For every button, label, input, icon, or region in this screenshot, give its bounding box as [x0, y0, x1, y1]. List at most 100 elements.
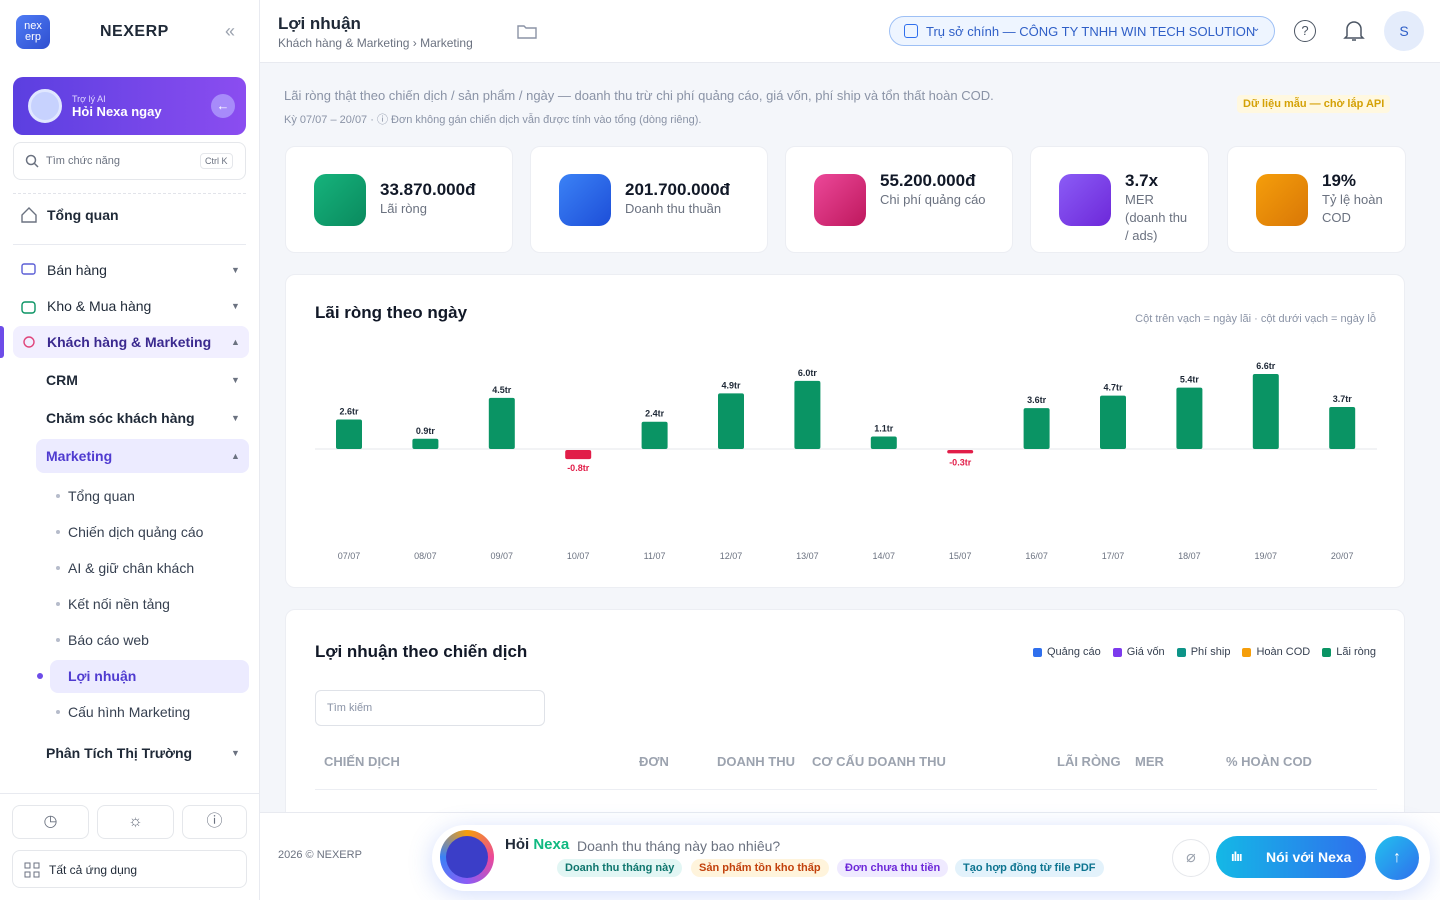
- leaf-item[interactable]: Chiến dịch quảng cáo: [68, 524, 204, 540]
- footer: 2026 © NEXERP Hỏi Nexa Doanh thu tháng n…: [260, 812, 1440, 900]
- leaf-item[interactable]: Kết nối nền tảng: [68, 596, 170, 612]
- bar: [1100, 395, 1126, 449]
- company-name: Trụ sở chính — CÔNG TY TNHH WIN TECH SOL…: [926, 24, 1256, 39]
- kpi-icon: [1256, 174, 1308, 226]
- history-button[interactable]: ◷: [12, 805, 89, 839]
- value-label: 3.7tr: [1333, 394, 1353, 404]
- header: Lợi nhuận Khách hàng & Marketing › Marke…: [260, 0, 1440, 63]
- x-tick-label: 15/07: [949, 551, 972, 561]
- ask-input[interactable]: Doanh thu tháng này bao nhiêu?: [577, 838, 781, 854]
- notification-button[interactable]: [1343, 19, 1365, 43]
- copyright: 2026 © NEXERP: [278, 849, 362, 861]
- submenu-item[interactable]: Phân Tích Thị Trường: [46, 745, 193, 761]
- caret: ▼: [231, 301, 240, 311]
- help-button[interactable]: ?: [1294, 20, 1316, 42]
- x-tick-label: 10/07: [567, 551, 590, 561]
- kpi-text: 55.200.000đ Chi phí quảng cáo: [880, 171, 998, 209]
- company-icon: [904, 24, 918, 38]
- column-header[interactable]: ĐƠN: [639, 754, 669, 769]
- kpi-icon: [814, 174, 866, 226]
- ai-card[interactable]: Trợ lý AI Hỏi Nexa ngay ←: [13, 77, 246, 135]
- logo[interactable]: nex erp: [16, 15, 50, 49]
- column-header[interactable]: DOANH THU: [717, 754, 795, 769]
- theme-button[interactable]: ☼: [97, 805, 174, 839]
- menu-item[interactable]: Kho & Mua hàng: [47, 298, 152, 314]
- alert-button[interactable]: ⓘ: [182, 805, 247, 839]
- legend-label: Quảng cáo: [1046, 646, 1101, 658]
- column-header[interactable]: MER: [1135, 754, 1164, 769]
- legend-swatch: [1032, 647, 1042, 657]
- legend-swatch: [1176, 647, 1186, 657]
- column-header[interactable]: LÃI RÒNG: [1057, 754, 1121, 769]
- x-tick-label: 13/07: [796, 551, 819, 561]
- submenu-item[interactable]: Chăm sóc khách hàng: [46, 410, 195, 426]
- nexa-avatar[interactable]: [440, 830, 494, 884]
- suggestion-chip[interactable]: Sản phẩm tồn kho thấp: [691, 859, 829, 877]
- chart-card: Lãi ròng theo ngày Cột trên vạch = ngày …: [285, 274, 1405, 588]
- send-button[interactable]: ↑: [1375, 836, 1419, 880]
- voice-button[interactable]: ılıı Nói với Nexa: [1216, 836, 1366, 878]
- kpi-card: 19% Tỷ lệ hoàn COD: [1227, 146, 1406, 253]
- legend-item: Giá vốn: [1112, 646, 1165, 658]
- menu-item[interactable]: Tổng quan: [47, 207, 119, 223]
- x-tick-label: 12/07: [720, 551, 743, 561]
- company-selector[interactable]: Trụ sở chính — CÔNG TY TNHH WIN TECH SOL…: [889, 16, 1275, 46]
- breadcrumb[interactable]: Khách hàng & Marketing › Marketing: [278, 36, 473, 50]
- leaf-item[interactable]: Lợi nhuận: [68, 668, 137, 684]
- divider: [13, 193, 246, 194]
- column-header[interactable]: CƠ CẤU DOANH THU: [812, 754, 946, 769]
- suggestion-chip[interactable]: Tạo hợp đồng từ file PDF: [955, 859, 1104, 877]
- submenu-item[interactable]: CRM: [46, 372, 78, 388]
- value-label: -0.8tr: [567, 463, 590, 473]
- column-header[interactable]: % HOÀN COD: [1226, 754, 1312, 769]
- menu-item[interactable]: Bán hàng: [47, 262, 107, 278]
- kpi-text: 33.870.000đ Lãi ròng: [380, 180, 498, 218]
- table-search[interactable]: Tìm kiếm: [315, 690, 545, 726]
- active-bg: [36, 439, 249, 473]
- legend-item: Hoàn COD: [1242, 646, 1310, 658]
- kpi-text: 3.7x MER (doanh thu / ads): [1125, 171, 1194, 245]
- bar: [870, 436, 897, 449]
- bar: [794, 380, 821, 449]
- ai-go[interactable]: ←: [211, 94, 235, 118]
- submenu-item[interactable]: Marketing: [46, 448, 113, 464]
- wave-icon: ılıı: [1231, 849, 1242, 864]
- bullet: [56, 638, 60, 642]
- leaf-item[interactable]: Tổng quan: [68, 488, 135, 504]
- search-box[interactable]: Tìm chức năng Ctrl K: [13, 142, 246, 180]
- value-label: 4.7tr: [1103, 383, 1123, 393]
- search-placeholder: Tìm chức năng: [46, 155, 121, 167]
- avatar[interactable]: S: [1384, 11, 1424, 51]
- campaign-title: Lợi nhuận theo chiến dịch: [315, 642, 528, 661]
- value-label: 0.9tr: [416, 426, 436, 436]
- x-tick-label: 07/07: [338, 551, 361, 561]
- all-apps[interactable]: Tất cả ứng dụng: [12, 850, 247, 888]
- kpi-text: 19% Tỷ lệ hoàn COD: [1322, 171, 1391, 227]
- column-header[interactable]: CHIẾN DỊCH: [324, 754, 400, 769]
- active-indicator: [0, 326, 4, 358]
- value-label: -0.3tr: [949, 457, 972, 467]
- suggestion-chip[interactable]: Doanh thu tháng này: [557, 859, 683, 877]
- kpi-label: Doanh thu thuần: [625, 201, 722, 216]
- bar: [336, 419, 362, 449]
- bullet: [56, 530, 60, 534]
- divider: [13, 244, 246, 245]
- value-label: 2.6tr: [339, 406, 359, 416]
- bar: [565, 450, 592, 460]
- kpi-card: 55.200.000đ Chi phí quảng cáo: [785, 146, 1013, 253]
- leaf-item[interactable]: Cấu hình Marketing: [68, 704, 191, 720]
- leaf-item[interactable]: AI & giữ chân khách: [68, 560, 195, 576]
- attach-button[interactable]: ⌀: [1172, 839, 1210, 877]
- collapse-button[interactable]: «: [225, 21, 236, 41]
- menu-item[interactable]: Khách hàng & Marketing: [47, 334, 212, 350]
- legend-item: Lãi ròng: [1322, 646, 1376, 658]
- folder-icon[interactable]: [517, 23, 537, 39]
- suggestion-chip[interactable]: Đơn chưa thu tiền: [837, 859, 949, 877]
- active-bg: [50, 660, 249, 693]
- logo-line: nex: [24, 20, 42, 32]
- ask-bar: Hỏi Nexa Doanh thu tháng này bao nhiêu? …: [432, 825, 1430, 891]
- active-bg: [13, 326, 249, 358]
- leaf-item[interactable]: Báo cáo web: [68, 632, 149, 648]
- bullet: [56, 494, 60, 498]
